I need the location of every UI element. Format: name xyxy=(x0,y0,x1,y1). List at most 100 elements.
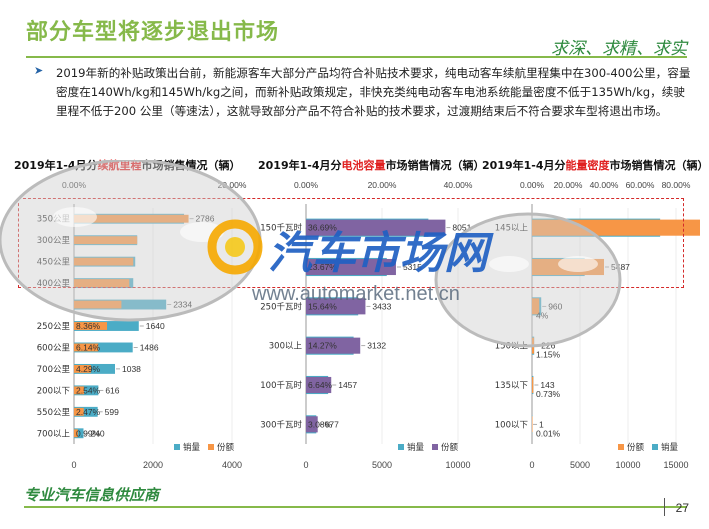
share-bar xyxy=(74,343,99,352)
top-tick-label: 60.00% xyxy=(626,180,655,190)
value-label: 143 xyxy=(540,380,554,390)
category-label: 600公里 xyxy=(37,343,71,353)
share-label: 1.15% xyxy=(536,350,561,360)
category-label: 350公里 xyxy=(37,215,71,225)
category-label: 700以上 xyxy=(37,429,71,439)
bottom-tick-label: 10000 xyxy=(615,460,640,470)
bottom-tick-label: 5000 xyxy=(570,460,590,470)
body-paragraph: 2019年新的补贴政策出台前，新能源客车大部分产品均符合补贴技术要求，纯电动客车… xyxy=(56,66,691,118)
legend-label: 份额 xyxy=(627,442,645,453)
value-label: 3433 xyxy=(372,301,391,311)
bottom-tick-label: 10000 xyxy=(445,460,470,470)
share-bar xyxy=(74,257,134,266)
top-tick-label: 0.00% xyxy=(520,180,545,190)
watermark-smiley-right xyxy=(434,212,622,348)
footer-tagline: 专业汽车信息供应商 xyxy=(24,486,160,504)
share-label: 2.54% xyxy=(76,385,101,395)
bottom-tick-label: 5000 xyxy=(372,460,392,470)
value-label: 2334 xyxy=(173,300,192,310)
legend-swatch xyxy=(174,444,180,450)
category-label: 300公里 xyxy=(37,236,71,246)
share-label: 2.47% xyxy=(76,407,101,417)
value-label: 1486 xyxy=(140,342,159,352)
category-label: 150以上 xyxy=(495,342,529,352)
share-bar xyxy=(74,364,91,373)
value-label: 5315 xyxy=(403,262,422,272)
bullet-arrow-icon: ➤ xyxy=(34,65,44,77)
chart-battery-sales: 0.00% 20.00% 40.00% 0 5000 10000 150千瓦时 8051 36.… xyxy=(260,180,473,470)
value-label: 599 xyxy=(105,407,119,417)
chart3-title-prefix: 2019年1-4月分 xyxy=(482,159,566,172)
share-bar xyxy=(532,298,540,315)
legend-label: 份额 xyxy=(441,442,459,453)
top-tick-label: 40.00% xyxy=(590,180,619,190)
bottom-tick-label: 15000 xyxy=(663,460,688,470)
share-bar xyxy=(74,322,108,330)
share-bar xyxy=(306,337,361,354)
share-label: 23.67% xyxy=(308,262,337,272)
chart2-title-suffix: 市场销售情况（辆） xyxy=(385,159,485,172)
category-label: 700公里 xyxy=(37,365,71,375)
share-label: 15.64% xyxy=(308,301,337,311)
highlight-dashed-box xyxy=(18,198,684,288)
bottom-tick-label: 2000 xyxy=(143,460,163,470)
share-label: 3.08% xyxy=(308,419,333,429)
share-label: 14.27% xyxy=(308,341,337,351)
footer-divider xyxy=(24,506,687,508)
value-label: 8051 xyxy=(452,223,471,233)
share-bar xyxy=(306,298,366,315)
category-label: 200以下 xyxy=(37,386,71,396)
value-label: 1457 xyxy=(338,380,357,390)
value-label: 677 xyxy=(325,419,339,429)
share-bar xyxy=(74,429,78,438)
category-label: 300以上 xyxy=(269,342,303,352)
share-bar xyxy=(306,416,318,433)
legend-swatch xyxy=(652,444,658,450)
bottom-tick-label: 0 xyxy=(529,460,534,470)
watermark-smiley-left xyxy=(0,160,262,322)
watermark-logo-core xyxy=(225,237,245,257)
category-label: 250千瓦时 xyxy=(260,301,302,312)
legend-label: 份额 xyxy=(217,442,235,453)
category-label: 450公里 xyxy=(37,258,71,268)
share-label: 8.36% xyxy=(76,321,101,331)
top-tick-label: 0.00% xyxy=(62,180,87,190)
chart2-title-prefix: 2019年1-4月分 xyxy=(258,159,342,172)
bottom-tick-label: 4000 xyxy=(222,460,242,470)
share-bar xyxy=(532,376,534,394)
share-label: 0.73% xyxy=(536,389,561,399)
share-bar xyxy=(74,407,84,416)
chart2-title: 2019年1-4月分电池容量市场销售情况（辆） xyxy=(258,157,485,173)
legend-swatch xyxy=(432,444,438,450)
legend-label: 销量 xyxy=(661,442,679,453)
share-label: 36.69% xyxy=(308,223,337,233)
sales-bar xyxy=(74,385,99,396)
watermark-smiley-left-eye1 xyxy=(53,207,97,227)
category-label: 550公里 xyxy=(37,408,71,418)
legend-swatch xyxy=(208,444,214,450)
watermark-logo-ring xyxy=(207,219,263,275)
legend-swatch xyxy=(398,444,404,450)
share-label: 0.99% xyxy=(76,428,101,438)
value-label: 616 xyxy=(105,385,119,395)
sales-bar xyxy=(74,428,84,439)
share-bar xyxy=(74,236,138,245)
top-tick-label: 80.00% xyxy=(662,180,691,190)
sales-bar xyxy=(74,342,133,353)
page-number: 27 xyxy=(675,501,689,515)
chart3-title: 2019年1-4月分能量密度市场销售情况（辆） xyxy=(482,157,709,173)
share-bar xyxy=(74,386,85,395)
watermark-smiley-right-eye1 xyxy=(489,256,529,272)
bottom-tick-label: 0 xyxy=(303,460,308,470)
share-label: 4% xyxy=(536,310,549,320)
watermark-layer: 汽车市场网 www.automarket.net.cn xyxy=(0,160,622,348)
chart3-title-highlight: 能量密度 xyxy=(565,159,610,172)
category-label: 400公里 xyxy=(37,279,71,289)
sales-bar xyxy=(74,406,98,417)
share-bar xyxy=(306,376,332,394)
watermark-smiley-right-eye2 xyxy=(558,256,598,272)
legend-label: 销量 xyxy=(407,442,425,453)
value-label: 3132 xyxy=(367,341,386,351)
chart1-title-prefix: 2019年1-4月分 xyxy=(14,159,98,172)
share-label: 6.14% xyxy=(76,342,101,352)
